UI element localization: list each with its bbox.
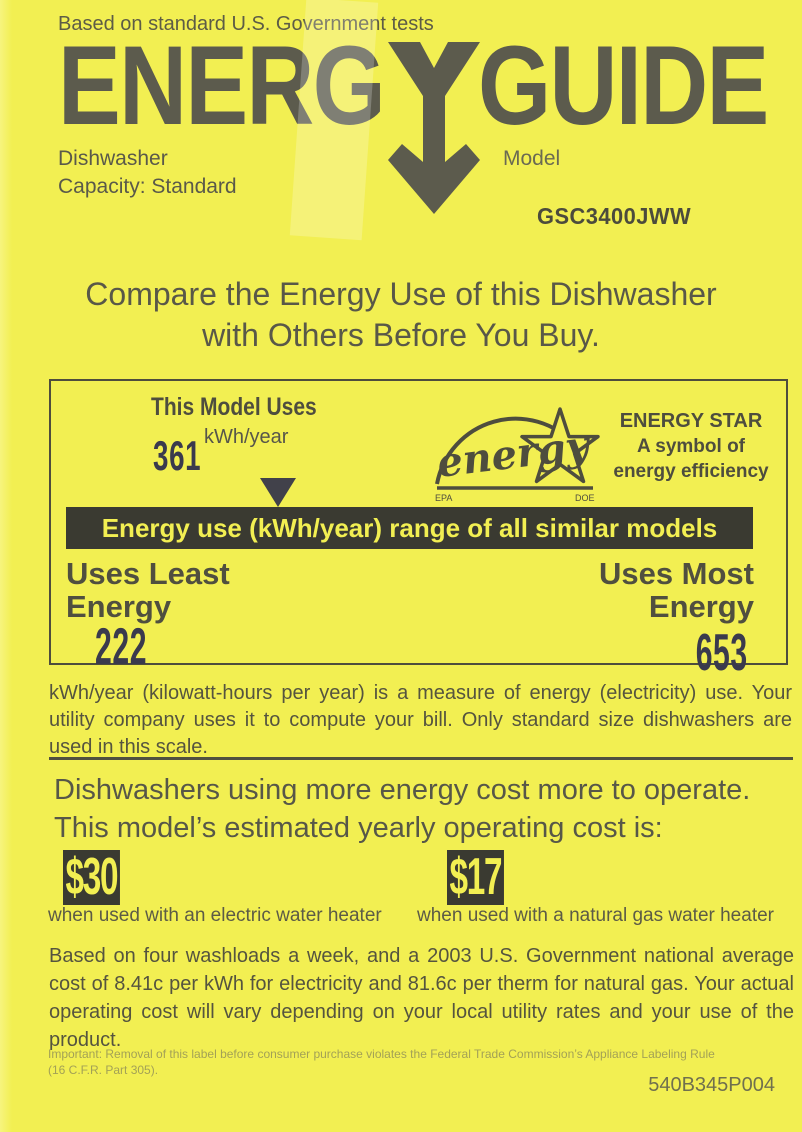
energy-star-subtitle-line2: energy efficiency	[613, 461, 769, 482]
cost-assumptions-paragraph: Based on four washloads a week, and a 20…	[49, 945, 794, 1051]
model-position-pointer-icon	[260, 478, 296, 507]
energy-star-title: ENERGY STAR	[619, 410, 763, 432]
tagline: Based on standard U.S. Government tests	[58, 13, 434, 35]
ftc-fine-print-line2: (16 C.F.R. Part 305).	[48, 1063, 159, 1077]
down-arrow-icon	[388, 42, 480, 214]
range-max-value: 653	[695, 624, 748, 682]
uses-most-line2: Energy	[648, 589, 754, 624]
energy-star-subtitle-line1: A symbol of	[636, 436, 746, 457]
electric-cost-value: $30	[63, 850, 120, 905]
gas-cost-value: $17	[447, 850, 504, 905]
uses-most-label: Uses Most Energy	[599, 557, 754, 623]
tape-reflection-artifact	[289, 0, 379, 241]
product-capacity: Capacity: Standard	[58, 175, 237, 198]
product-type: Dishwasher	[58, 147, 168, 170]
uses-least-line2: Energy	[66, 589, 172, 624]
ftc-fine-print: Important: Removal of this label before …	[48, 1046, 715, 1078]
ftc-fine-print-line1: Important: Removal of this label before …	[48, 1047, 715, 1061]
uses-most-line1: Uses Most	[598, 556, 754, 591]
this-model-uses-title: This Model Uses	[151, 393, 317, 421]
svg-text:EPA: EPA	[435, 493, 452, 503]
range-bar-title: Energy use (kWh/year) range of all simil…	[66, 507, 753, 549]
uses-least-label: Uses Least Energy	[66, 557, 230, 623]
gas-cost-caption: when used with a natural gas water heate…	[417, 905, 774, 926]
comparison-box: This Model Uses 361 kWh/year energy EPA …	[49, 379, 788, 679]
energy-star-caption: ENERGY STAR A symbol of energy efficienc…	[596, 408, 786, 484]
model-number: GSC3400JWW	[537, 203, 692, 229]
model-label: Model	[503, 147, 561, 170]
compare-headline: Compare the Energy Use of this Dishwashe…	[0, 274, 802, 356]
kwh-explainer-paragraph: kWh/year (kilowatt-hours per year) is a …	[49, 682, 792, 758]
compare-headline-line1: Compare the Energy Use of this Dishwashe…	[85, 276, 717, 312]
cost-headline-line1: Dishwashers using more energy cost more …	[54, 774, 751, 806]
range-min-value: 222	[95, 618, 148, 676]
product-info: Dishwasher Capacity: Standard	[58, 145, 237, 201]
electric-cost-caption: when used with an electric water heater	[48, 905, 382, 926]
label-part-number: 540B345P004	[648, 1074, 775, 1096]
cost-headline-line2: This model’s estimated yearly operating …	[54, 812, 663, 844]
svg-text:energy: energy	[434, 421, 594, 487]
model-kwh-value: 361	[153, 432, 202, 479]
logo-text-guide: GUIDE	[478, 23, 769, 148]
svg-text:DOE: DOE	[575, 493, 595, 503]
energy-star-logo-icon: energy EPA DOE	[434, 407, 600, 503]
compare-headline-line2: with Others Before You Buy.	[202, 317, 600, 353]
kwh-unit: kWh/year	[204, 426, 289, 448]
logo-text-energy: ENERG	[58, 23, 386, 148]
cost-headline: Dishwashers using more energy cost more …	[54, 771, 750, 847]
section-divider	[49, 757, 793, 760]
uses-least-line1: Uses Least	[66, 556, 230, 591]
